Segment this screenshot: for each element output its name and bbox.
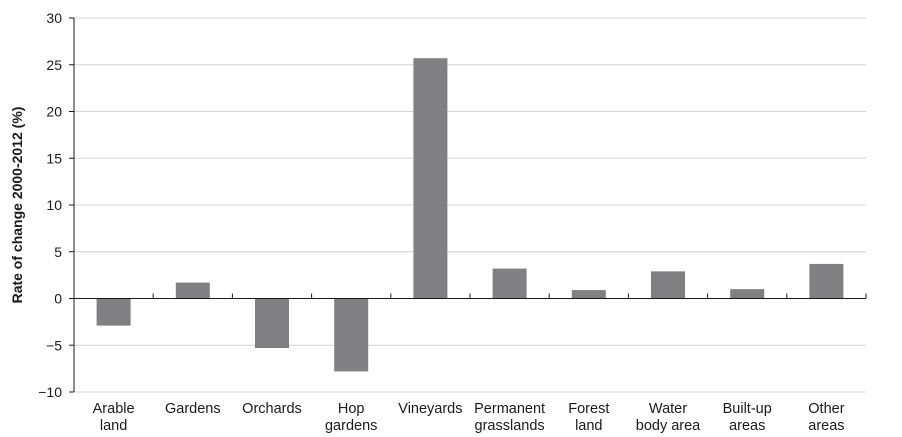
- x-category-label: Arable land: [93, 401, 135, 434]
- x-category-label: Hop gardens: [325, 401, 377, 434]
- y-tick-label: 15: [46, 150, 62, 166]
- y-tick-label: 5: [54, 244, 62, 260]
- bar: [571, 290, 606, 299]
- x-category-label: Orchards: [242, 401, 302, 417]
- y-tick-label: 20: [46, 104, 62, 120]
- y-tick-label: 10: [46, 197, 62, 213]
- y-tick-label: 0: [54, 291, 62, 307]
- bar: [255, 298, 289, 349]
- y-tick-label: 25: [46, 57, 62, 73]
- bar: [413, 58, 448, 299]
- gridlines: [74, 17, 866, 393]
- x-category-label: Other areas: [808, 401, 844, 434]
- bar: [809, 263, 844, 299]
- x-category-label: Permanent grasslands: [474, 401, 545, 434]
- bars: [96, 58, 844, 372]
- bar: [651, 271, 685, 299]
- y-tick-label: −5: [46, 337, 62, 353]
- x-category-label: Built-up areas: [723, 401, 772, 434]
- x-category-label: Water body area: [636, 401, 701, 434]
- y-tick-label: −10: [38, 384, 62, 400]
- x-category-label: Forest land: [568, 401, 609, 434]
- bar: [334, 298, 369, 372]
- y-tick-label: 30: [46, 10, 62, 26]
- x-category-label: Gardens: [165, 401, 221, 417]
- bar: [730, 289, 765, 299]
- axes: [69, 17, 867, 393]
- bar: [492, 268, 527, 299]
- bar: [175, 282, 210, 299]
- y-axis-title: Rate of change 2000-2012 (%): [9, 107, 25, 304]
- x-category-labels: Arable land Gardens Orchards Hop gardens Viney…: [93, 401, 845, 434]
- y-tick-labels: 30 25 20 15 10 5 0 −5 −10: [38, 10, 62, 400]
- bar: [96, 298, 131, 326]
- x-category-label: Vineyards: [398, 401, 462, 417]
